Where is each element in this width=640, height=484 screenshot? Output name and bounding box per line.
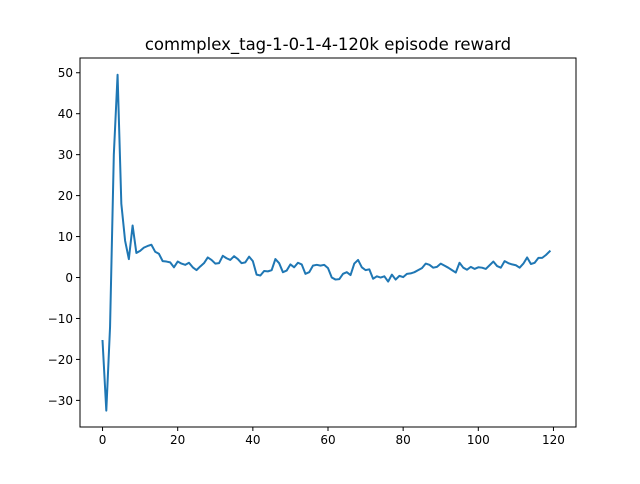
x-tick-label: 20 (170, 433, 185, 447)
axes: 0 20 40 60 80 100 120 −30 −20 −10 0 10 20 30 40 50 (48, 57, 577, 447)
series-line-0 (101, 73, 552, 412)
plot-area (101, 73, 552, 412)
y-tick-label: 30 (58, 148, 73, 162)
y-tick-label: 20 (58, 189, 73, 203)
chart-title: commplex_tag-1-0-1-4-120k episode reward (145, 35, 511, 55)
x-tick-label: 0 (99, 433, 107, 447)
x-tick-label: 80 (396, 433, 411, 447)
y-tick-label: 0 (65, 271, 73, 285)
x-tick-label: 60 (320, 433, 335, 447)
y-tick-label: 10 (58, 230, 73, 244)
y-tick-label: −20 (48, 353, 73, 367)
y-tick-label: −10 (48, 312, 73, 326)
x-tick-label: 100 (467, 433, 490, 447)
y-tick-label: −30 (48, 394, 73, 408)
x-tick-label: 40 (245, 433, 260, 447)
y-tick-label: 50 (58, 66, 73, 80)
x-tick-label: 120 (542, 433, 565, 447)
y-tick-label: 40 (58, 107, 73, 121)
